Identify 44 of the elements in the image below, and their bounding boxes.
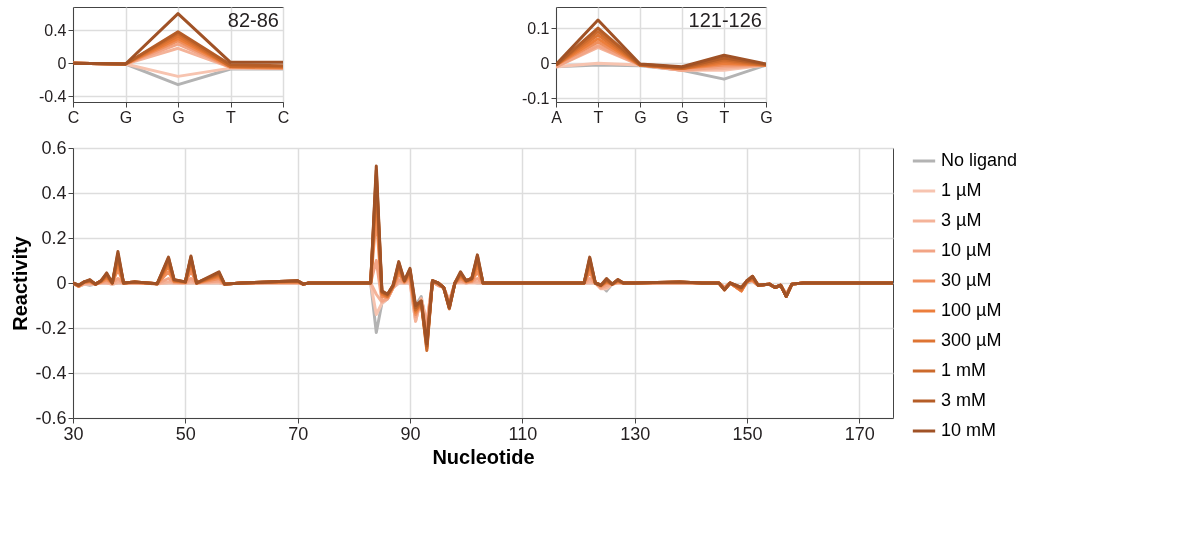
x-tick-label: 90 [400, 423, 421, 444]
y-axis-title: Reactivity [9, 235, 32, 331]
y-tick-label: -0.2 [35, 317, 67, 338]
y-tick-label: 0 [57, 54, 67, 72]
x-tick-label: 110 [508, 423, 538, 444]
legend-label: 10 mM [941, 420, 997, 440]
annotation: 121-126 [688, 9, 762, 31]
x-tick-label: 70 [288, 423, 309, 444]
legend-label: 1 µM [941, 180, 982, 200]
x-tick-label: T [226, 108, 237, 126]
x-tick-label: A [551, 108, 563, 126]
legend-label: 3 mM [941, 390, 986, 410]
x-tick-label: T [593, 108, 604, 126]
x-tick-label: 50 [175, 423, 196, 444]
legend-label: 10 µM [941, 240, 992, 260]
x-tick-label: G [119, 108, 133, 126]
x-axis-title: Nucleotide [432, 445, 535, 468]
legend-label: 30 µM [941, 270, 992, 290]
y-tick-label: -0.4 [38, 87, 67, 105]
legend-label: 300 µM [941, 330, 1002, 350]
x-tick-label: G [676, 108, 689, 126]
x-tick-label: 130 [620, 423, 651, 444]
y-tick-label: 0.2 [41, 227, 67, 248]
y-tick-label: -0.4 [35, 362, 67, 383]
legend-label: No ligand [941, 150, 1018, 170]
y-tick-label: 0.4 [41, 182, 67, 203]
x-tick-label: 170 [844, 423, 875, 444]
legend-label: 3 µM [941, 210, 982, 230]
y-tick-label: 0.4 [44, 21, 67, 39]
y-tick-label: -0.1 [521, 89, 550, 107]
x-tick-label: C [277, 108, 290, 126]
legend-label: 1 mM [941, 360, 986, 380]
x-tick-label: G [634, 108, 647, 126]
legend-label: 100 µM [941, 300, 1002, 320]
annotation: 82-86 [227, 9, 279, 31]
x-tick-label: G [760, 108, 773, 126]
y-tick-label: 0 [56, 272, 67, 293]
y-tick-label: 0.6 [41, 137, 67, 158]
x-tick-label: 150 [732, 423, 763, 444]
x-tick-label: T [719, 108, 730, 126]
x-tick-label: C [67, 108, 80, 126]
y-tick-label: 0.1 [527, 19, 550, 37]
x-tick-label: G [172, 108, 185, 126]
y-tick-label: 0 [540, 54, 550, 72]
